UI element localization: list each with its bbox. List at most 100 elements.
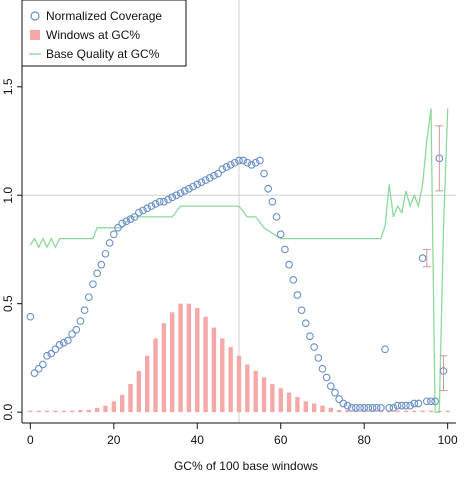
- error-bars: [422, 125, 448, 391]
- bar-windows-at-gc: [211, 327, 217, 413]
- line-base-quality-path: [29, 108, 449, 413]
- point-normalized-coverage: [385, 403, 394, 412]
- point-normalized-coverage: [351, 403, 360, 412]
- point-normalized-coverage: [368, 403, 377, 412]
- point-normalized-coverage: [272, 213, 281, 221]
- bar-windows-at-gc: [328, 407, 334, 413]
- legend-marker-square: [30, 30, 40, 40]
- bar-windows-at-gc: [53, 410, 58, 413]
- bar-windows-at-gc: [86, 409, 91, 413]
- point-normalized-coverage: [160, 197, 168, 206]
- point-normalized-coverage: [281, 245, 289, 254]
- point-normalized-coverage: [226, 161, 235, 169]
- point-normalized-coverage: [151, 200, 160, 208]
- y-tick-label: 1.5: [1, 78, 15, 95]
- point-normalized-coverage: [364, 403, 373, 412]
- point-normalized-coverage: [326, 382, 335, 390]
- bar-windows-at-gc: [36, 410, 41, 413]
- point-normalized-coverage: [406, 401, 414, 410]
- x-axis-label: GC% of 100 base windows: [174, 459, 318, 473]
- point-normalized-coverage: [251, 158, 260, 167]
- point-normalized-coverage: [230, 158, 239, 167]
- point-normalized-coverage: [360, 403, 369, 412]
- x-tick-label: 80: [358, 433, 372, 447]
- point-normalized-coverage: [297, 306, 306, 315]
- point-normalized-coverage: [247, 161, 256, 169]
- point-normalized-coverage: [347, 403, 356, 412]
- point-normalized-coverage: [134, 208, 143, 217]
- point-normalized-coverage: [389, 403, 398, 412]
- point-normalized-coverage: [105, 239, 114, 247]
- bar-windows-at-gc: [236, 355, 242, 413]
- point-normalized-coverage: [164, 195, 172, 204]
- bar-windows-at-gc: [220, 338, 225, 413]
- bar-windows-at-gc: [44, 410, 50, 413]
- bar-windows-at-gc: [253, 370, 258, 413]
- point-normalized-coverage: [47, 349, 56, 358]
- bar-windows-at-gc: [69, 410, 75, 413]
- point-normalized-coverage: [64, 336, 72, 345]
- bar-windows-at-gc: [28, 410, 33, 413]
- point-normalized-coverage: [59, 338, 68, 347]
- point-normalized-coverage: [155, 197, 164, 206]
- bar-windows-at-gc: [336, 409, 342, 413]
- point-normalized-coverage: [301, 319, 310, 328]
- point-normalized-coverage: [393, 401, 402, 410]
- point-normalized-coverage: [130, 213, 139, 221]
- point-normalized-coverage: [210, 171, 218, 180]
- point-normalized-coverage: [331, 388, 339, 397]
- bars-windows-at-gc: [28, 303, 450, 413]
- legend-marker-circle: [30, 11, 40, 21]
- point-normalized-coverage: [222, 163, 231, 171]
- point-normalized-coverage: [410, 399, 419, 408]
- point-normalized-coverage: [122, 217, 131, 226]
- point-normalized-coverage: [260, 169, 268, 178]
- bar-windows-at-gc: [320, 405, 325, 413]
- bar-windows-at-gc: [61, 410, 66, 413]
- legend: Normalized Coverage Windows at GC% Base Qu…: [21, 0, 187, 67]
- point-normalized-coverage: [322, 373, 331, 382]
- point-normalized-coverage: [306, 332, 314, 341]
- x-tick-label: 20: [107, 433, 121, 447]
- bar-windows-at-gc: [345, 409, 350, 413]
- point-normalized-coverage: [101, 249, 110, 258]
- point-normalized-coverage: [147, 202, 156, 210]
- bar-windows-at-gc: [195, 308, 200, 413]
- line-base-quality: [29, 108, 449, 413]
- legend-box: [21, 0, 187, 67]
- bar-windows-at-gc: [278, 388, 283, 413]
- point-normalized-coverage: [76, 317, 85, 325]
- bar-windows-at-gc: [153, 338, 158, 413]
- point-normalized-coverage: [89, 280, 97, 289]
- bar-windows-at-gc: [119, 394, 125, 413]
- point-normalized-coverage: [427, 397, 435, 406]
- legend-label: Windows at GC%: [46, 28, 140, 42]
- point-normalized-coverage: [72, 325, 81, 334]
- axes: 0.0 0.5 1.0 1.5 0 20 40 60 80 100: [1, 0, 458, 447]
- point-normalized-coverage: [339, 399, 348, 408]
- bar-windows-at-gc: [403, 410, 409, 413]
- point-normalized-coverage: [55, 341, 64, 349]
- point-normalized-coverage: [114, 223, 122, 232]
- point-normalized-coverage: [109, 230, 118, 239]
- point-normalized-coverage: [397, 401, 406, 410]
- y-tick-label: 0.0: [1, 403, 15, 420]
- point-normalized-coverage: [93, 269, 101, 278]
- x-tick-label: 40: [191, 433, 205, 447]
- point-normalized-coverage: [318, 364, 327, 373]
- point-normalized-coverage: [243, 158, 252, 167]
- reference-lines: [22, 0, 456, 423]
- point-normalized-coverage: [176, 189, 185, 197]
- point-normalized-coverage: [289, 275, 298, 284]
- point-normalized-coverage: [372, 403, 381, 412]
- point-normalized-coverage: [377, 403, 385, 412]
- point-normalized-coverage: [256, 156, 264, 165]
- point-normalized-coverage: [335, 395, 344, 403]
- point-normalized-coverage: [310, 343, 318, 351]
- point-normalized-coverage: [205, 174, 214, 182]
- point-normalized-coverage: [431, 397, 439, 406]
- point-normalized-coverage: [201, 176, 210, 184]
- bar-windows-at-gc: [428, 410, 434, 413]
